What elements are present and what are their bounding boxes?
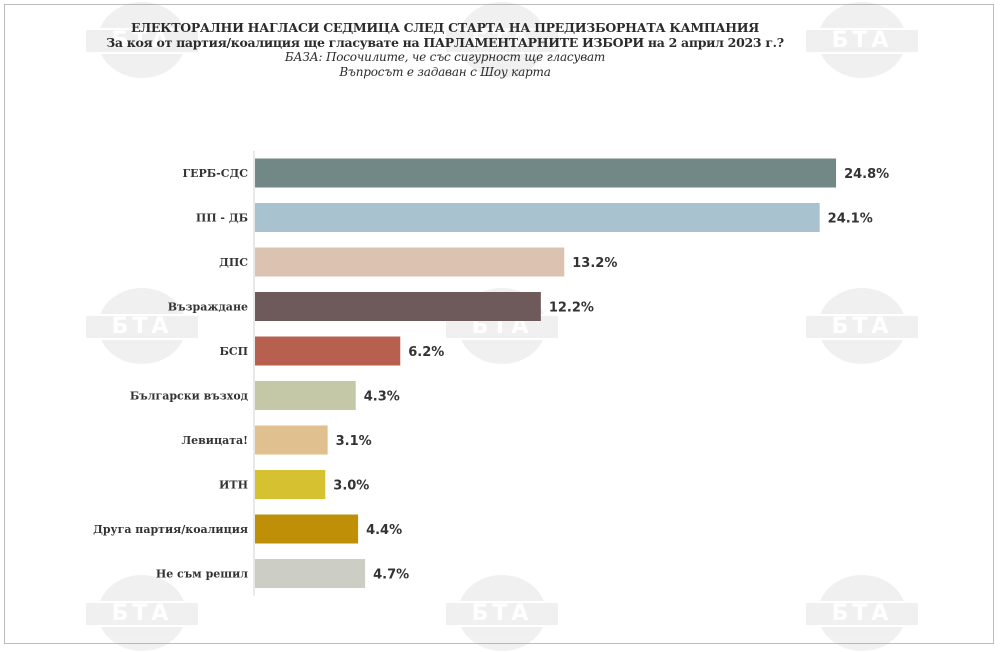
category-label: ПП - ДБ — [196, 212, 248, 225]
data-label: 3.0% — [333, 479, 369, 494]
watermark-logo: БТА — [444, 2, 560, 78]
category-label: Друга партия/коалиция — [93, 523, 248, 536]
chart-frame — [4, 4, 994, 644]
bar — [255, 381, 356, 410]
chart-method-note: Въпросът е задаван с Шоу карта — [339, 65, 551, 79]
category-label: Левицата! — [181, 434, 248, 447]
data-label: 13.2% — [572, 256, 617, 271]
category-label: Не съм решил — [156, 568, 248, 581]
data-label: 4.7% — [373, 568, 409, 583]
data-label: 4.3% — [364, 390, 400, 405]
bar — [255, 559, 366, 588]
data-label: 6.2% — [408, 345, 444, 360]
category-label: ДПС — [219, 256, 248, 269]
bar — [255, 203, 820, 232]
bar — [255, 425, 328, 455]
category-label: ГЕРБ-СДС — [182, 167, 248, 180]
data-label: 24.8% — [844, 167, 889, 182]
watermark-logo: БТА — [444, 575, 560, 651]
watermark-logo: БТА — [84, 288, 200, 364]
data-label: 24.1% — [828, 212, 873, 227]
chart-subtitle: За коя от партия/коалиция ще гласувате н… — [106, 35, 784, 50]
chart-base-note: БАЗА: Посочилите, че със сигурност ще гл… — [284, 50, 606, 64]
watermark-logo: БТА — [804, 288, 920, 364]
watermark-logo: БТА — [804, 575, 920, 651]
watermark-logo: БТА — [84, 2, 200, 78]
chart-titles: ЕЛЕКТОРАЛНИ НАГЛАСИ СЕДМИЦА СЛЕД СТАРТА … — [0, 20, 890, 80]
bar — [255, 336, 401, 366]
watermark-logo: БТА — [84, 575, 200, 651]
data-label: 12.2% — [549, 301, 594, 316]
bar — [255, 470, 326, 499]
bar — [255, 247, 565, 277]
data-label: 4.4% — [366, 523, 402, 538]
bar — [255, 292, 541, 321]
bar — [255, 514, 359, 544]
category-label: Възраждане — [168, 301, 248, 314]
chart-title: ЕЛЕКТОРАЛНИ НАГЛАСИ СЕДМИЦА СЛЕД СТАРТА … — [130, 20, 760, 35]
category-label: БСП — [219, 345, 248, 358]
bar — [255, 158, 837, 188]
category-label: ИТН — [219, 479, 248, 492]
watermark-logo: БТА — [804, 2, 920, 78]
category-label: Български възход — [130, 390, 248, 403]
data-label: 3.1% — [336, 434, 372, 449]
